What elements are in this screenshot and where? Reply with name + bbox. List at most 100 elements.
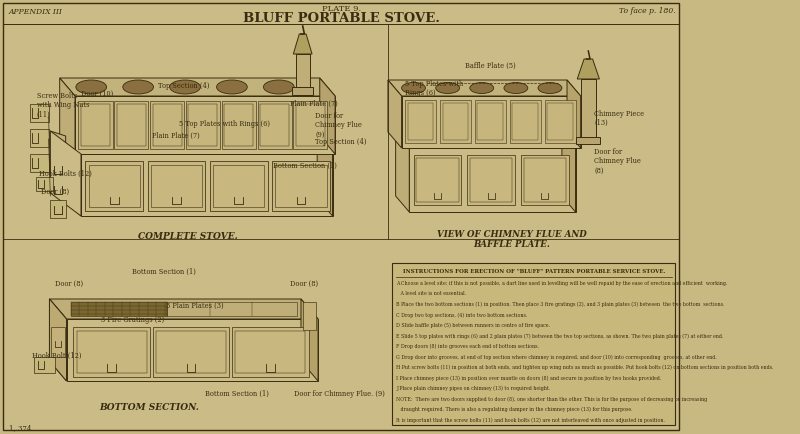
Bar (416, 159, 458, 203)
Text: PLATE 9.: PLATE 9. (322, 5, 361, 13)
Polygon shape (396, 132, 575, 148)
Bar (547, 104, 573, 141)
Bar (293, 88, 313, 96)
Text: F Drop doors (8) into grooves each end of bottom sections.: F Drop doors (8) into grooves each end o… (397, 343, 539, 349)
Text: Hook Bolts (12): Hook Bolts (12) (39, 170, 92, 178)
Text: INSTRUCTIONS FOR ERECTION OF "BLUFF" PATTERN PORTABLE SERVICE STOVE.: INSTRUCTIONS FOR ERECTION OF "BLUFF" PAT… (402, 268, 665, 273)
Ellipse shape (504, 83, 528, 94)
Text: NOTE:  There are two doors supplied to door (8), one shorter than the other. Thi: NOTE: There are two doors supplied to do… (397, 395, 708, 401)
Text: A Choose a level site; if this is not possible, a dart line used in levelling wi: A Choose a level site; if this is not po… (397, 280, 728, 285)
Bar (86, 161, 143, 211)
Polygon shape (410, 148, 575, 213)
Text: Door for
Chimney Flue
(8): Door for Chimney Flue (8) (594, 148, 641, 174)
Text: 3 Fire Gratings (2): 3 Fire Gratings (2) (101, 315, 164, 323)
Text: Screw Bolts
with Wing Nuts
(11): Screw Bolts with Wing Nuts (11) (37, 92, 89, 118)
Text: Top Section (4): Top Section (4) (158, 82, 210, 90)
Polygon shape (81, 155, 333, 217)
Bar (213, 166, 264, 207)
Text: G Drop door into grooves, at end of top section where chimney is required, and d: G Drop door into grooves, at end of top … (397, 354, 718, 359)
Bar (296, 105, 325, 147)
Ellipse shape (217, 81, 247, 95)
Polygon shape (402, 97, 581, 149)
Text: 5 Top Plates with
Rings (6): 5 Top Plates with Rings (6) (405, 80, 463, 97)
Polygon shape (294, 35, 312, 55)
Bar (407, 104, 433, 141)
Bar (545, 101, 575, 144)
Text: Chimney Piece
(13): Chimney Piece (13) (594, 110, 645, 127)
Text: 3 Plain Plates (3): 3 Plain Plates (3) (166, 301, 224, 309)
Bar (523, 159, 566, 203)
Polygon shape (66, 319, 318, 381)
Bar (414, 156, 462, 206)
Ellipse shape (402, 83, 426, 94)
Polygon shape (50, 299, 318, 319)
Polygon shape (567, 81, 581, 149)
Text: Door (10): Door (10) (81, 90, 114, 98)
Bar (151, 166, 202, 207)
Text: Bottom Section (1): Bottom Section (1) (205, 389, 269, 397)
Text: APPENDIX III: APPENDIX III (9, 8, 62, 16)
Bar (89, 166, 140, 207)
Bar (153, 327, 230, 377)
Ellipse shape (122, 81, 154, 95)
Bar (576, 138, 600, 145)
Polygon shape (50, 132, 66, 198)
Bar (513, 104, 538, 141)
Text: Door for Chimney Flue. (9): Door for Chimney Flue. (9) (294, 389, 385, 397)
Text: BOTTOM SECTION.: BOTTOM SECTION. (99, 402, 199, 411)
Bar (156, 331, 226, 373)
Bar (78, 102, 113, 150)
Text: Door (8): Door (8) (41, 187, 69, 196)
Ellipse shape (76, 81, 106, 95)
Text: E Slide 5 top plates with rings (6) and 2 plain plates (7) between the two top s: E Slide 5 top plates with rings (6) and … (397, 333, 724, 338)
Text: Door for
Chimney Flue
(9): Door for Chimney Flue (9) (315, 112, 362, 138)
Bar (235, 331, 306, 373)
Bar (296, 55, 310, 93)
Bar (30, 155, 49, 173)
Bar (189, 105, 218, 147)
Polygon shape (388, 81, 402, 149)
Polygon shape (396, 132, 410, 213)
Bar (153, 105, 182, 147)
Bar (224, 105, 254, 147)
Polygon shape (60, 79, 335, 97)
Ellipse shape (470, 83, 494, 94)
Polygon shape (66, 137, 333, 155)
Text: Top Section (4): Top Section (4) (315, 138, 367, 146)
Text: D Slide baffle plate (5) between runners in centre of fire space.: D Slide baffle plate (5) between runners… (397, 322, 550, 328)
Text: Bottom Section (1): Bottom Section (1) (273, 161, 337, 170)
Text: A level site is not essential.: A level site is not essential. (397, 291, 466, 296)
Text: VIEW OF CHIMNEY FLUE AND
BAFFLE PLATE.: VIEW OF CHIMNEY FLUE AND BAFFLE PLATE. (437, 230, 586, 249)
Polygon shape (50, 299, 66, 381)
Ellipse shape (538, 83, 562, 94)
Polygon shape (75, 97, 335, 155)
Text: Plain Plate (7): Plain Plate (7) (152, 132, 199, 140)
Bar (150, 102, 184, 150)
Bar (114, 102, 148, 150)
Text: Hook Bolt (12): Hook Bolt (12) (33, 351, 82, 359)
Bar (440, 101, 470, 144)
Bar (210, 161, 268, 211)
Polygon shape (320, 79, 335, 155)
Ellipse shape (436, 83, 459, 94)
Text: To face p. 180.: To face p. 180. (618, 7, 675, 15)
Bar (405, 101, 436, 144)
Text: It is important that the screw bolts (11) and hook bolts (12) are not interleave: It is important that the screw bolts (11… (397, 417, 666, 422)
Bar (275, 166, 326, 207)
Polygon shape (66, 137, 81, 217)
Bar (81, 105, 110, 147)
Bar (478, 104, 503, 141)
Bar (50, 201, 66, 218)
Bar (258, 102, 292, 150)
Bar (581, 80, 596, 141)
Bar (34, 357, 54, 373)
Text: Door (8): Door (8) (290, 279, 318, 287)
Text: Plain Plate (7): Plain Plate (7) (290, 100, 338, 108)
Text: 1, 374.: 1, 374. (9, 423, 33, 431)
Text: draught required. There is also a regulating damper in the chimney piece (13) fo: draught required. There is also a regula… (397, 406, 633, 411)
Polygon shape (562, 132, 575, 213)
Text: Bottom Section (1): Bottom Section (1) (132, 267, 196, 275)
Bar (294, 102, 327, 150)
Bar (302, 302, 316, 330)
Bar (392, 263, 675, 425)
